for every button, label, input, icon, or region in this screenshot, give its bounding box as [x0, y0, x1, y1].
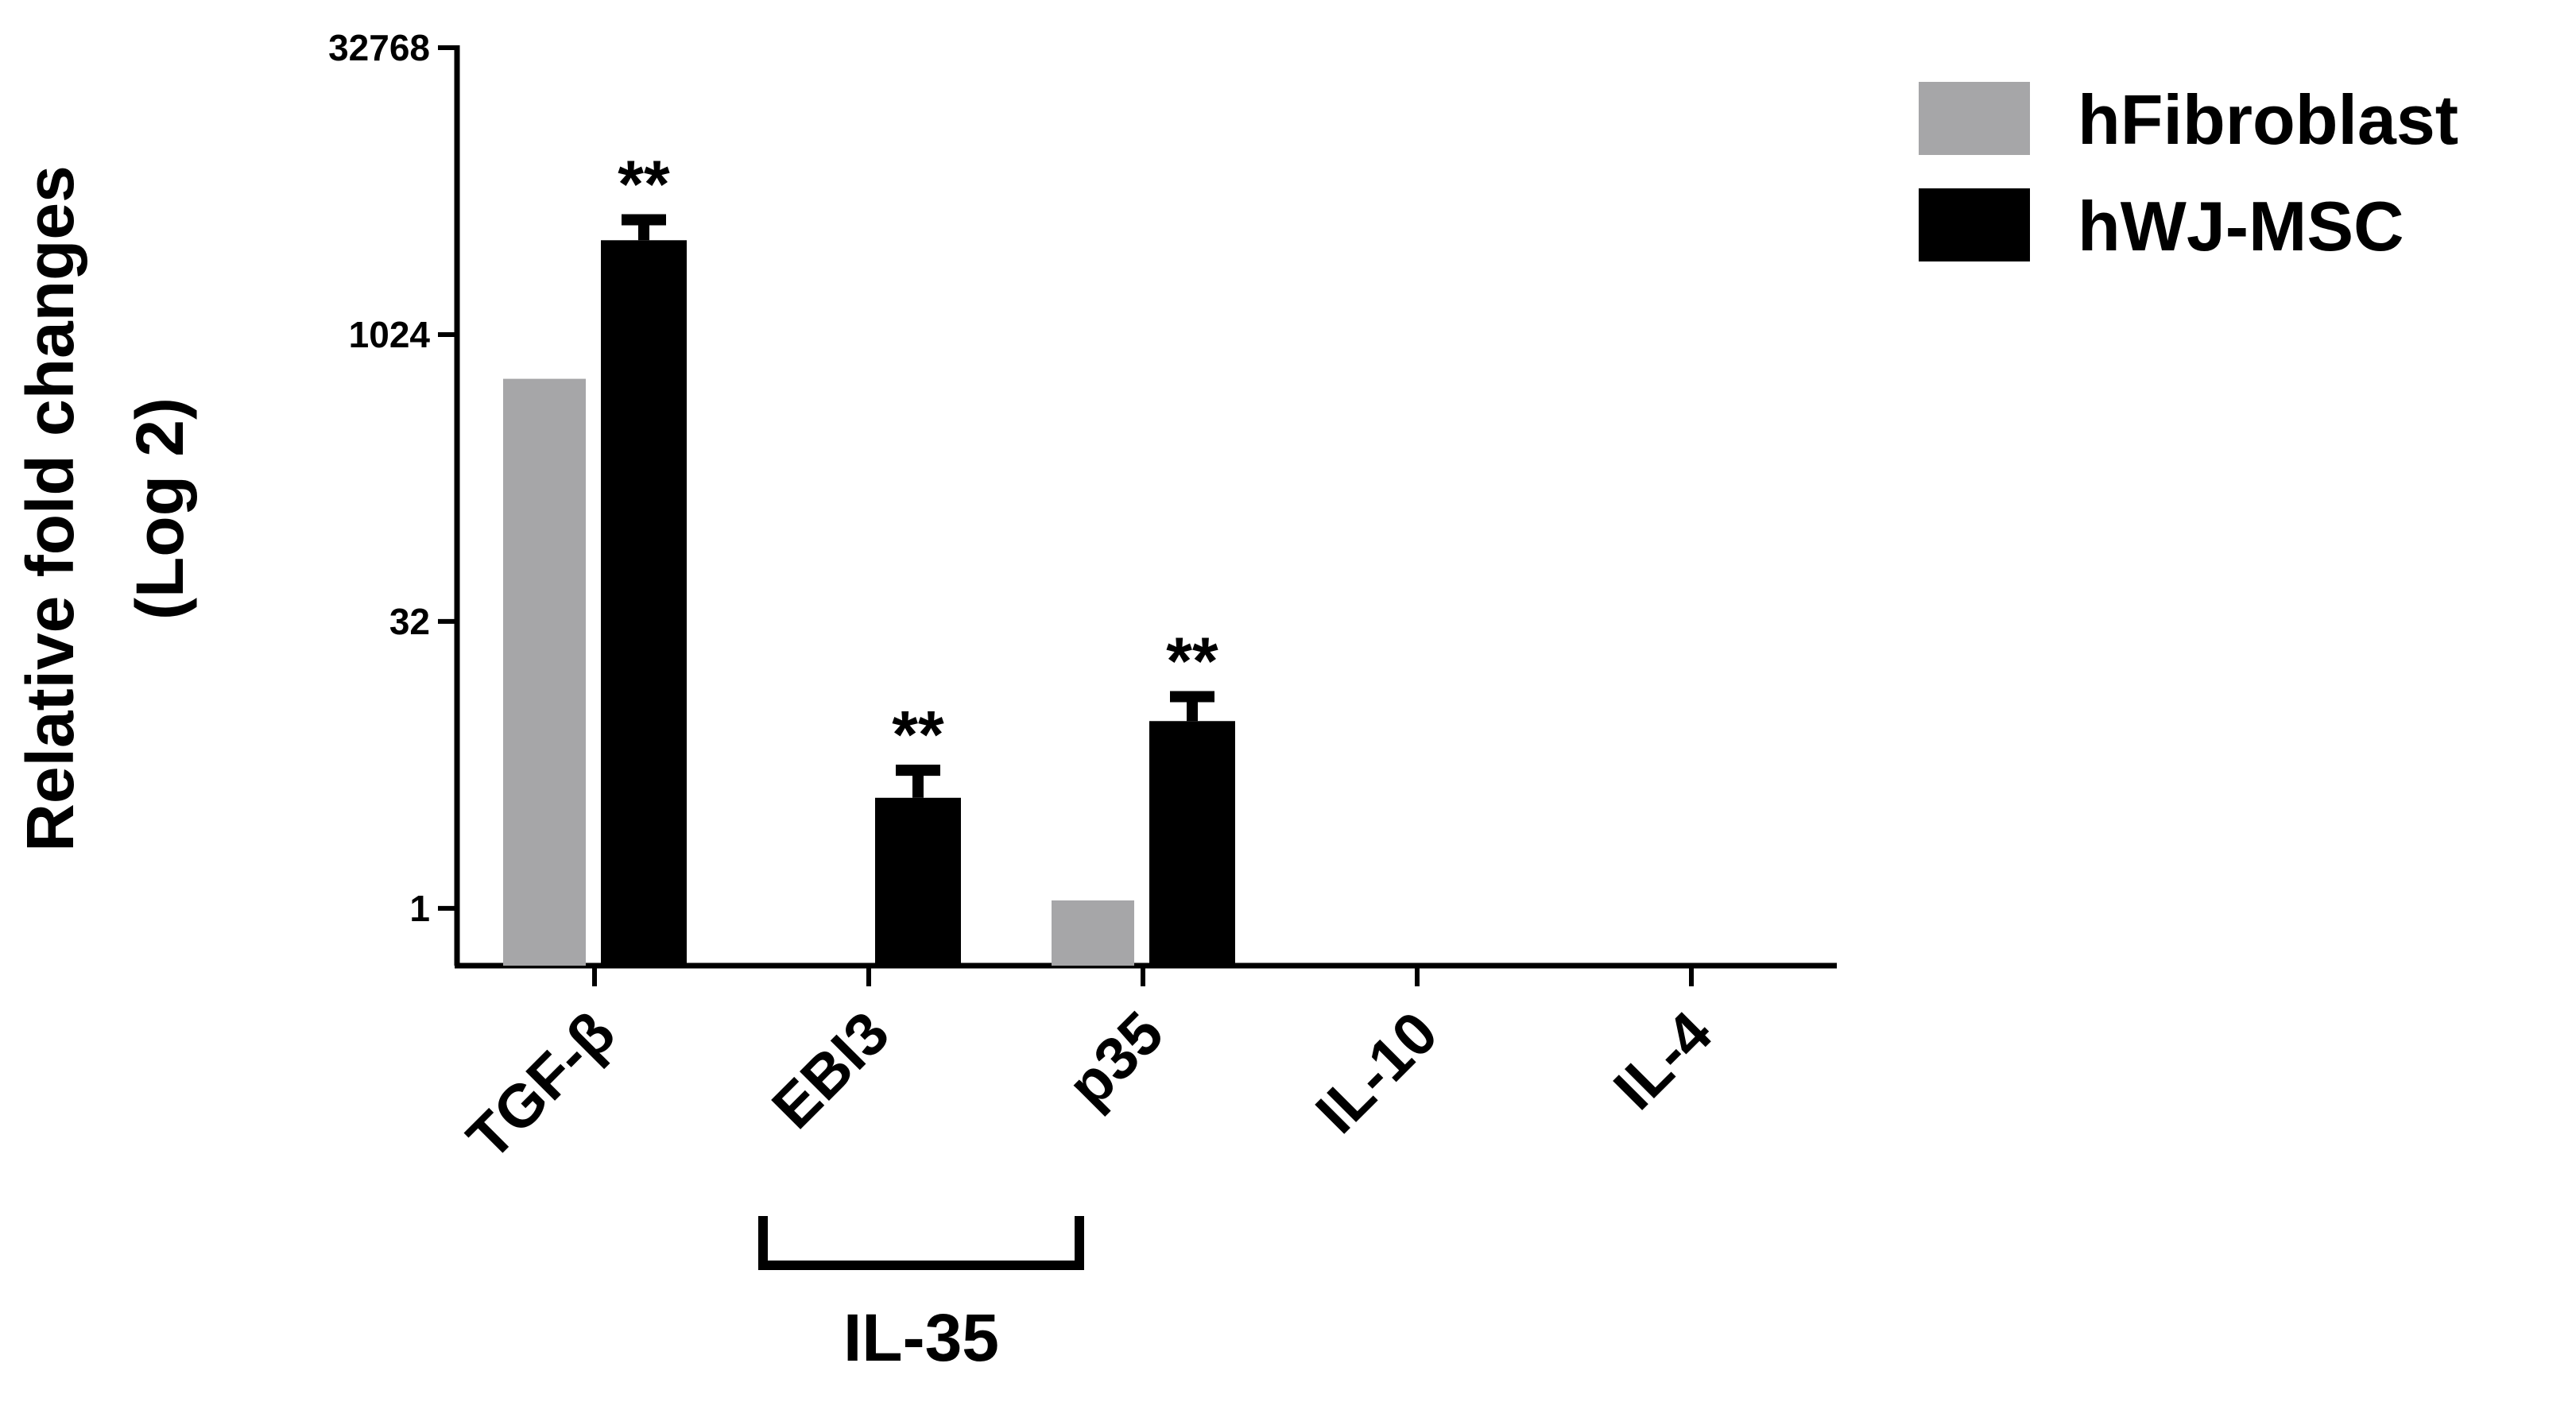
legend-label: hFibroblast [2078, 80, 2458, 159]
y-axis-label: (Log 2) [122, 397, 197, 620]
legend-label: hWJ-MSC [2078, 187, 2404, 265]
y-tick-label: 1024 [349, 314, 431, 355]
x-tick-label: EBI3 [759, 999, 902, 1142]
bar [503, 378, 586, 966]
y-tick-label: 1 [409, 888, 430, 929]
error-bar [896, 765, 940, 798]
x-tick-label: IL-4 [1601, 999, 1725, 1123]
x-tick-label: TGF-β [455, 999, 628, 1172]
y-tick-label: 32 [389, 601, 430, 642]
legend-swatch [1919, 82, 2030, 155]
bar [875, 797, 961, 966]
bar [1149, 721, 1235, 966]
legend-swatch [1919, 188, 2030, 261]
group-bracket [758, 1216, 1084, 1270]
error-bar [622, 214, 666, 241]
y-axis-label: Relative fold changes [13, 165, 87, 852]
x-tick-label: p35 [1055, 999, 1176, 1121]
bar [1052, 900, 1134, 966]
error-bar [1170, 691, 1214, 722]
bar [601, 240, 687, 966]
significance-label: ** [618, 146, 670, 221]
x-tick-label: IL-10 [1303, 999, 1451, 1147]
significance-label: ** [1166, 623, 1218, 698]
group-label: IL-35 [843, 1300, 999, 1375]
significance-label: ** [892, 697, 944, 772]
y-tick-label: 32768 [328, 27, 430, 68]
